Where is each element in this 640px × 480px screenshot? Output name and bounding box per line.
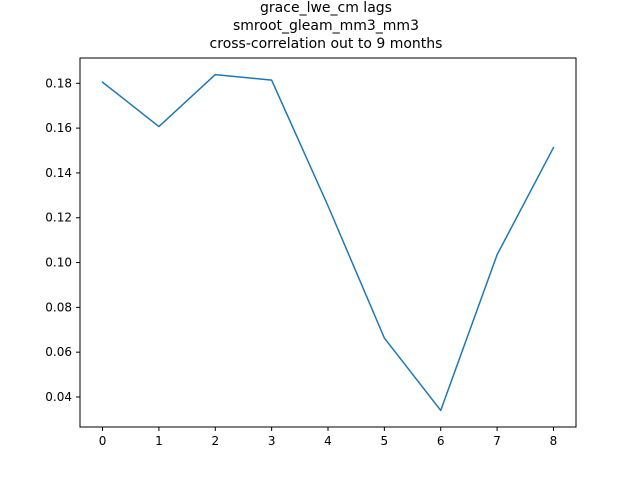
x-axis: 0 1 2 3 4 5 6 7 8 <box>99 427 558 448</box>
x-tick-label: 7 <box>493 434 501 448</box>
series-layer <box>101 73 555 412</box>
x-tick-label: 1 <box>155 434 163 448</box>
series-line-0 <box>101 73 555 412</box>
x-tick-label: 8 <box>550 434 558 448</box>
chart-title-line-3: cross-correlation out to 9 months <box>210 36 443 52</box>
y-tick-label: 0.12 <box>45 211 72 225</box>
y-tick-label: 0.16 <box>45 121 72 135</box>
chart-title: grace_lwe_cm lags smroot_gleam_mm3_mm3 c… <box>210 0 443 52</box>
chart-title-line-2: smroot_gleam_mm3_mm3 <box>233 18 419 34</box>
x-tick-label: 6 <box>437 434 445 448</box>
y-tick-label: 0.18 <box>45 76 72 90</box>
x-tick-label: 4 <box>324 434 332 448</box>
x-tick-label: 0 <box>99 434 107 448</box>
y-tick-label: 0.14 <box>45 166 72 180</box>
y-tick-label: 0.10 <box>45 256 72 270</box>
x-tick-label: 2 <box>211 434 219 448</box>
y-tick-label: 0.06 <box>45 345 72 359</box>
plot-area-frame <box>79 57 577 428</box>
x-tick-label: 3 <box>268 434 276 448</box>
chart-title-line-1: grace_lwe_cm lags <box>260 0 392 16</box>
y-tick-label: 0.04 <box>45 390 72 404</box>
y-axis: 0.04 0.06 0.08 0.10 0.12 0.14 0.16 0.18 <box>45 76 80 404</box>
x-tick-label: 5 <box>381 434 389 448</box>
y-tick-label: 0.08 <box>45 300 72 314</box>
